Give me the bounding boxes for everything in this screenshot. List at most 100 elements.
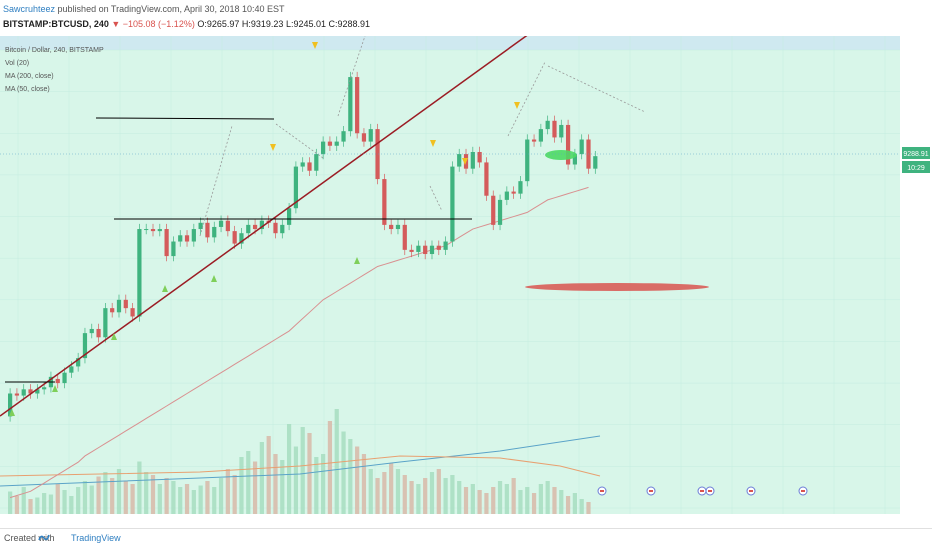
candle [293, 166, 299, 209]
time-scale[interactable] [0, 514, 900, 528]
event-flag-icon [801, 490, 805, 492]
volume-bar [348, 439, 353, 514]
volume-bar [423, 478, 428, 514]
volume-bar [35, 497, 40, 514]
candle [286, 208, 292, 225]
low-value: L:9245.01 [285, 19, 327, 29]
author-link[interactable]: Sawcruhteez [3, 4, 56, 14]
volume-bar [307, 433, 312, 514]
candle [409, 249, 414, 252]
volume-bar [389, 463, 394, 514]
candle [504, 191, 509, 200]
candle [280, 224, 285, 234]
candle [552, 120, 557, 138]
candle [21, 389, 26, 396]
volume-bar [96, 476, 101, 514]
candle [334, 141, 339, 146]
candle [579, 139, 584, 155]
volume-bar [205, 481, 210, 514]
volume-ma-orange [0, 455, 601, 477]
resistance-line[interactable] [95, 117, 275, 120]
sell-signal-icon [430, 140, 436, 147]
volume-bar [225, 469, 230, 514]
candle [8, 393, 13, 417]
trendline[interactable] [0, 25, 541, 417]
chart-header: Sawcruhteez published on TradingView.com… [0, 0, 932, 36]
tradingview-link[interactable]: TradingView [71, 533, 121, 543]
volume-bar [21, 487, 26, 514]
candle [518, 181, 523, 194]
candle [423, 245, 428, 255]
volume-bar [259, 442, 264, 514]
candle [82, 333, 88, 359]
volume-bar [450, 475, 455, 514]
volume-bar [232, 475, 237, 514]
candle [89, 328, 94, 334]
chart-top-band [0, 36, 900, 50]
candle [497, 199, 503, 225]
green-ellipse-annotation[interactable] [545, 150, 577, 160]
candle [218, 220, 224, 227]
volume-bar [327, 421, 333, 514]
volume-bar [565, 496, 571, 514]
volume-bars [8, 409, 591, 514]
sell-signal-icon [312, 42, 318, 49]
volume-bar [463, 487, 469, 514]
symbol-label: BITSTAMP:BTCUSD, 240 [3, 19, 109, 29]
chart-svg[interactable]: 9800.009600.009400.009200.009000.008800.… [0, 25, 932, 528]
candle [402, 224, 407, 250]
price-scale[interactable] [900, 36, 932, 514]
buy-signal-icon [211, 275, 217, 282]
candle [314, 154, 319, 171]
volume-bar [409, 481, 414, 514]
candle [28, 389, 33, 394]
candle [225, 220, 230, 232]
candle [511, 191, 516, 194]
candle [389, 224, 394, 230]
volume-bar [334, 409, 339, 514]
legend-ma200: MA (200, close) [5, 73, 54, 80]
volume-bar [252, 461, 258, 514]
candle [341, 131, 346, 142]
price-tag: 9288.91 [903, 151, 928, 158]
candle [273, 222, 278, 234]
price-tag-bg [902, 147, 930, 159]
price-chart[interactable]: 9800.009600.009400.009200.009000.008800.… [0, 25, 932, 528]
candle [116, 299, 122, 313]
volume-bar [518, 490, 523, 514]
candle [429, 245, 435, 255]
volume-bar [525, 487, 530, 514]
candle [572, 154, 578, 165]
volume-bar [286, 424, 292, 514]
sell-signal-icon [270, 144, 276, 151]
event-flag-icon [600, 490, 604, 492]
candle [450, 166, 455, 242]
volume-bar [491, 487, 496, 514]
volume-bar [82, 481, 88, 514]
buy-signal-icon [354, 257, 360, 264]
candle [62, 372, 67, 384]
sell-signal-icon [514, 102, 520, 109]
volume-bar [586, 502, 591, 514]
volume-bar [212, 487, 217, 514]
candle [14, 393, 20, 396]
candle [565, 124, 571, 165]
dotted-projections [199, 35, 646, 237]
volume-bar [497, 481, 503, 514]
legend-title: Bitcoin / Dollar, 240, BITSTAMP [5, 47, 104, 54]
volume-bar [504, 484, 509, 514]
volume-bar [416, 484, 421, 514]
ohlc-info: BITSTAMP:BTCUSD, 240 ▼ −105.08 (−1.12%) … [3, 19, 370, 29]
candle [470, 152, 475, 169]
red-ellipse-annotation[interactable] [525, 283, 709, 291]
candle [300, 162, 305, 167]
volume-bar [361, 454, 367, 514]
volume-bar [293, 446, 299, 514]
chart-background [0, 36, 900, 514]
volume-bar [280, 460, 285, 514]
volume-bar [300, 427, 305, 514]
volume-bar [470, 484, 475, 514]
candle [382, 179, 387, 225]
volume-bar [368, 469, 373, 514]
volume-bar [239, 457, 244, 514]
